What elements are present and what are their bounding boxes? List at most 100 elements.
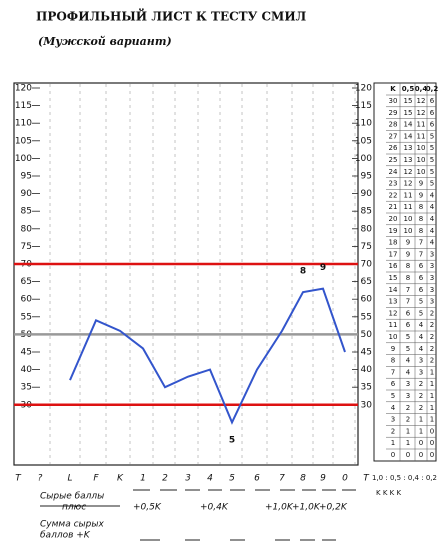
table-cell: 21 — [389, 203, 398, 211]
table-cell: 9 — [419, 191, 423, 199]
table-cell: 5 — [430, 156, 434, 164]
table-cell: 24 — [389, 168, 398, 176]
table-header: 0,2 — [426, 85, 439, 93]
table-cell: 12 — [417, 97, 426, 105]
table-header: 0,5 — [402, 85, 415, 93]
table-cell: 13 — [404, 144, 413, 152]
table-cell: 26 — [389, 144, 398, 152]
table-cell: 6 — [430, 109, 435, 117]
table-cell: 0 — [419, 451, 423, 459]
table-cell: 3 — [391, 416, 395, 424]
table-cell: 11 — [417, 132, 426, 140]
table-cell: 13 — [404, 156, 413, 164]
table-cell: 3 — [419, 357, 423, 365]
table-cell: 7 — [419, 239, 423, 247]
y-tick-label: 95 — [21, 172, 32, 182]
table-cell: 2 — [430, 357, 434, 365]
table-cell: 8 — [419, 203, 423, 211]
table-cell: 8 — [419, 215, 423, 223]
chart-frame — [13, 82, 359, 466]
x-tick-label: F — [93, 474, 99, 484]
table-cell: 4 — [430, 191, 435, 199]
x-tick-label: L — [67, 474, 72, 484]
y-tick-label-right: 110 — [355, 119, 372, 129]
table-cell: 3 — [430, 286, 434, 294]
y-tick-label: 65 — [21, 277, 32, 287]
y-tick-label-right: 120 — [355, 84, 372, 94]
table-cell: 5 — [406, 345, 410, 353]
table-cell: 1 — [406, 427, 410, 435]
table-cell: 7 — [406, 286, 410, 294]
y-tick-label: 55 — [21, 312, 32, 322]
table-cell: 2 — [406, 416, 410, 424]
table-cell: 0 — [419, 439, 423, 447]
table-cell: 1 — [430, 368, 434, 376]
table-cell: 4 — [391, 404, 396, 412]
table-cell: 10 — [417, 156, 426, 164]
y-tick-label: 100 — [15, 154, 32, 164]
table-cell: 11 — [417, 121, 426, 129]
table-cell: 3 — [406, 392, 410, 400]
y-tick-label: 85 — [21, 207, 32, 217]
table-cell: 23 — [389, 180, 398, 188]
table-cell: 3 — [430, 250, 434, 258]
y-tick-label-right: 105 — [355, 136, 372, 146]
table-cell: 14 — [404, 121, 413, 129]
x-tick-label: 2 — [162, 474, 168, 484]
table-cell: 9 — [406, 250, 410, 258]
table-cell: 7 — [391, 368, 395, 376]
table-cell: 1 — [419, 427, 423, 435]
x-tick-label: 9 — [320, 474, 326, 484]
table-cell: 28 — [389, 121, 398, 129]
table-cell: 16 — [389, 262, 398, 270]
table-cell: 5 — [430, 180, 434, 188]
table-cell: 2 — [430, 321, 434, 329]
table-cell: 2 — [430, 345, 434, 353]
table-cell: 11 — [404, 203, 413, 211]
table-cell: 12 — [404, 180, 413, 188]
k-footer: 1,0 : 0,5 : 0,4 : 0,2 — [372, 474, 437, 482]
y-tick-label-right: 115 — [355, 101, 372, 111]
table-cell: 1 — [391, 439, 395, 447]
x-tick-label: 1 — [140, 474, 146, 484]
y-tick-label-right: 55 — [361, 312, 372, 322]
table-cell: 5 — [419, 298, 423, 306]
table-cell: 7 — [406, 298, 410, 306]
table-cell: 11 — [404, 191, 413, 199]
table-cell: 8 — [406, 262, 410, 270]
table-cell: 27 — [389, 132, 398, 140]
table-cell: 0 — [430, 427, 434, 435]
table-cell: 19 — [389, 227, 398, 235]
table-cell: 14 — [404, 132, 413, 140]
k02-label: +0,2K — [319, 503, 348, 513]
chart-subtitle: (Мужской вариант) — [38, 35, 172, 48]
table-cell: 13 — [389, 298, 398, 306]
table-cell: 25 — [389, 156, 398, 164]
table-cell: 6 — [406, 321, 411, 329]
table-cell: 6 — [430, 121, 435, 129]
x-tick-label: ? — [38, 474, 43, 484]
table-cell: 8 — [419, 227, 423, 235]
table-cell: 4 — [430, 239, 435, 247]
table-cell: 10 — [417, 144, 426, 152]
table-cell: 20 — [389, 215, 398, 223]
table-cell: 12 — [404, 168, 413, 176]
table-cell: 1 — [430, 392, 434, 400]
table-cell: 9 — [391, 345, 395, 353]
table-cell: 1 — [430, 404, 434, 412]
table-cell: 6 — [430, 97, 435, 105]
table-cell: 17 — [389, 250, 398, 258]
x-tick-label: 5 — [229, 474, 235, 484]
table-cell: 8 — [391, 357, 395, 365]
table-cell: 11 — [389, 321, 398, 329]
y-tick-label: 75 — [21, 242, 32, 252]
x-tick-label: 7 — [279, 474, 285, 484]
annotation: 9 — [320, 263, 326, 273]
y-tick-label: 60 — [21, 295, 33, 305]
x-tick-label: K — [117, 474, 124, 484]
y-tick-label: 35 — [21, 383, 32, 393]
table-cell: 4 — [430, 215, 435, 223]
table-cell: 2 — [406, 404, 410, 412]
table-cell: 10 — [389, 333, 398, 341]
